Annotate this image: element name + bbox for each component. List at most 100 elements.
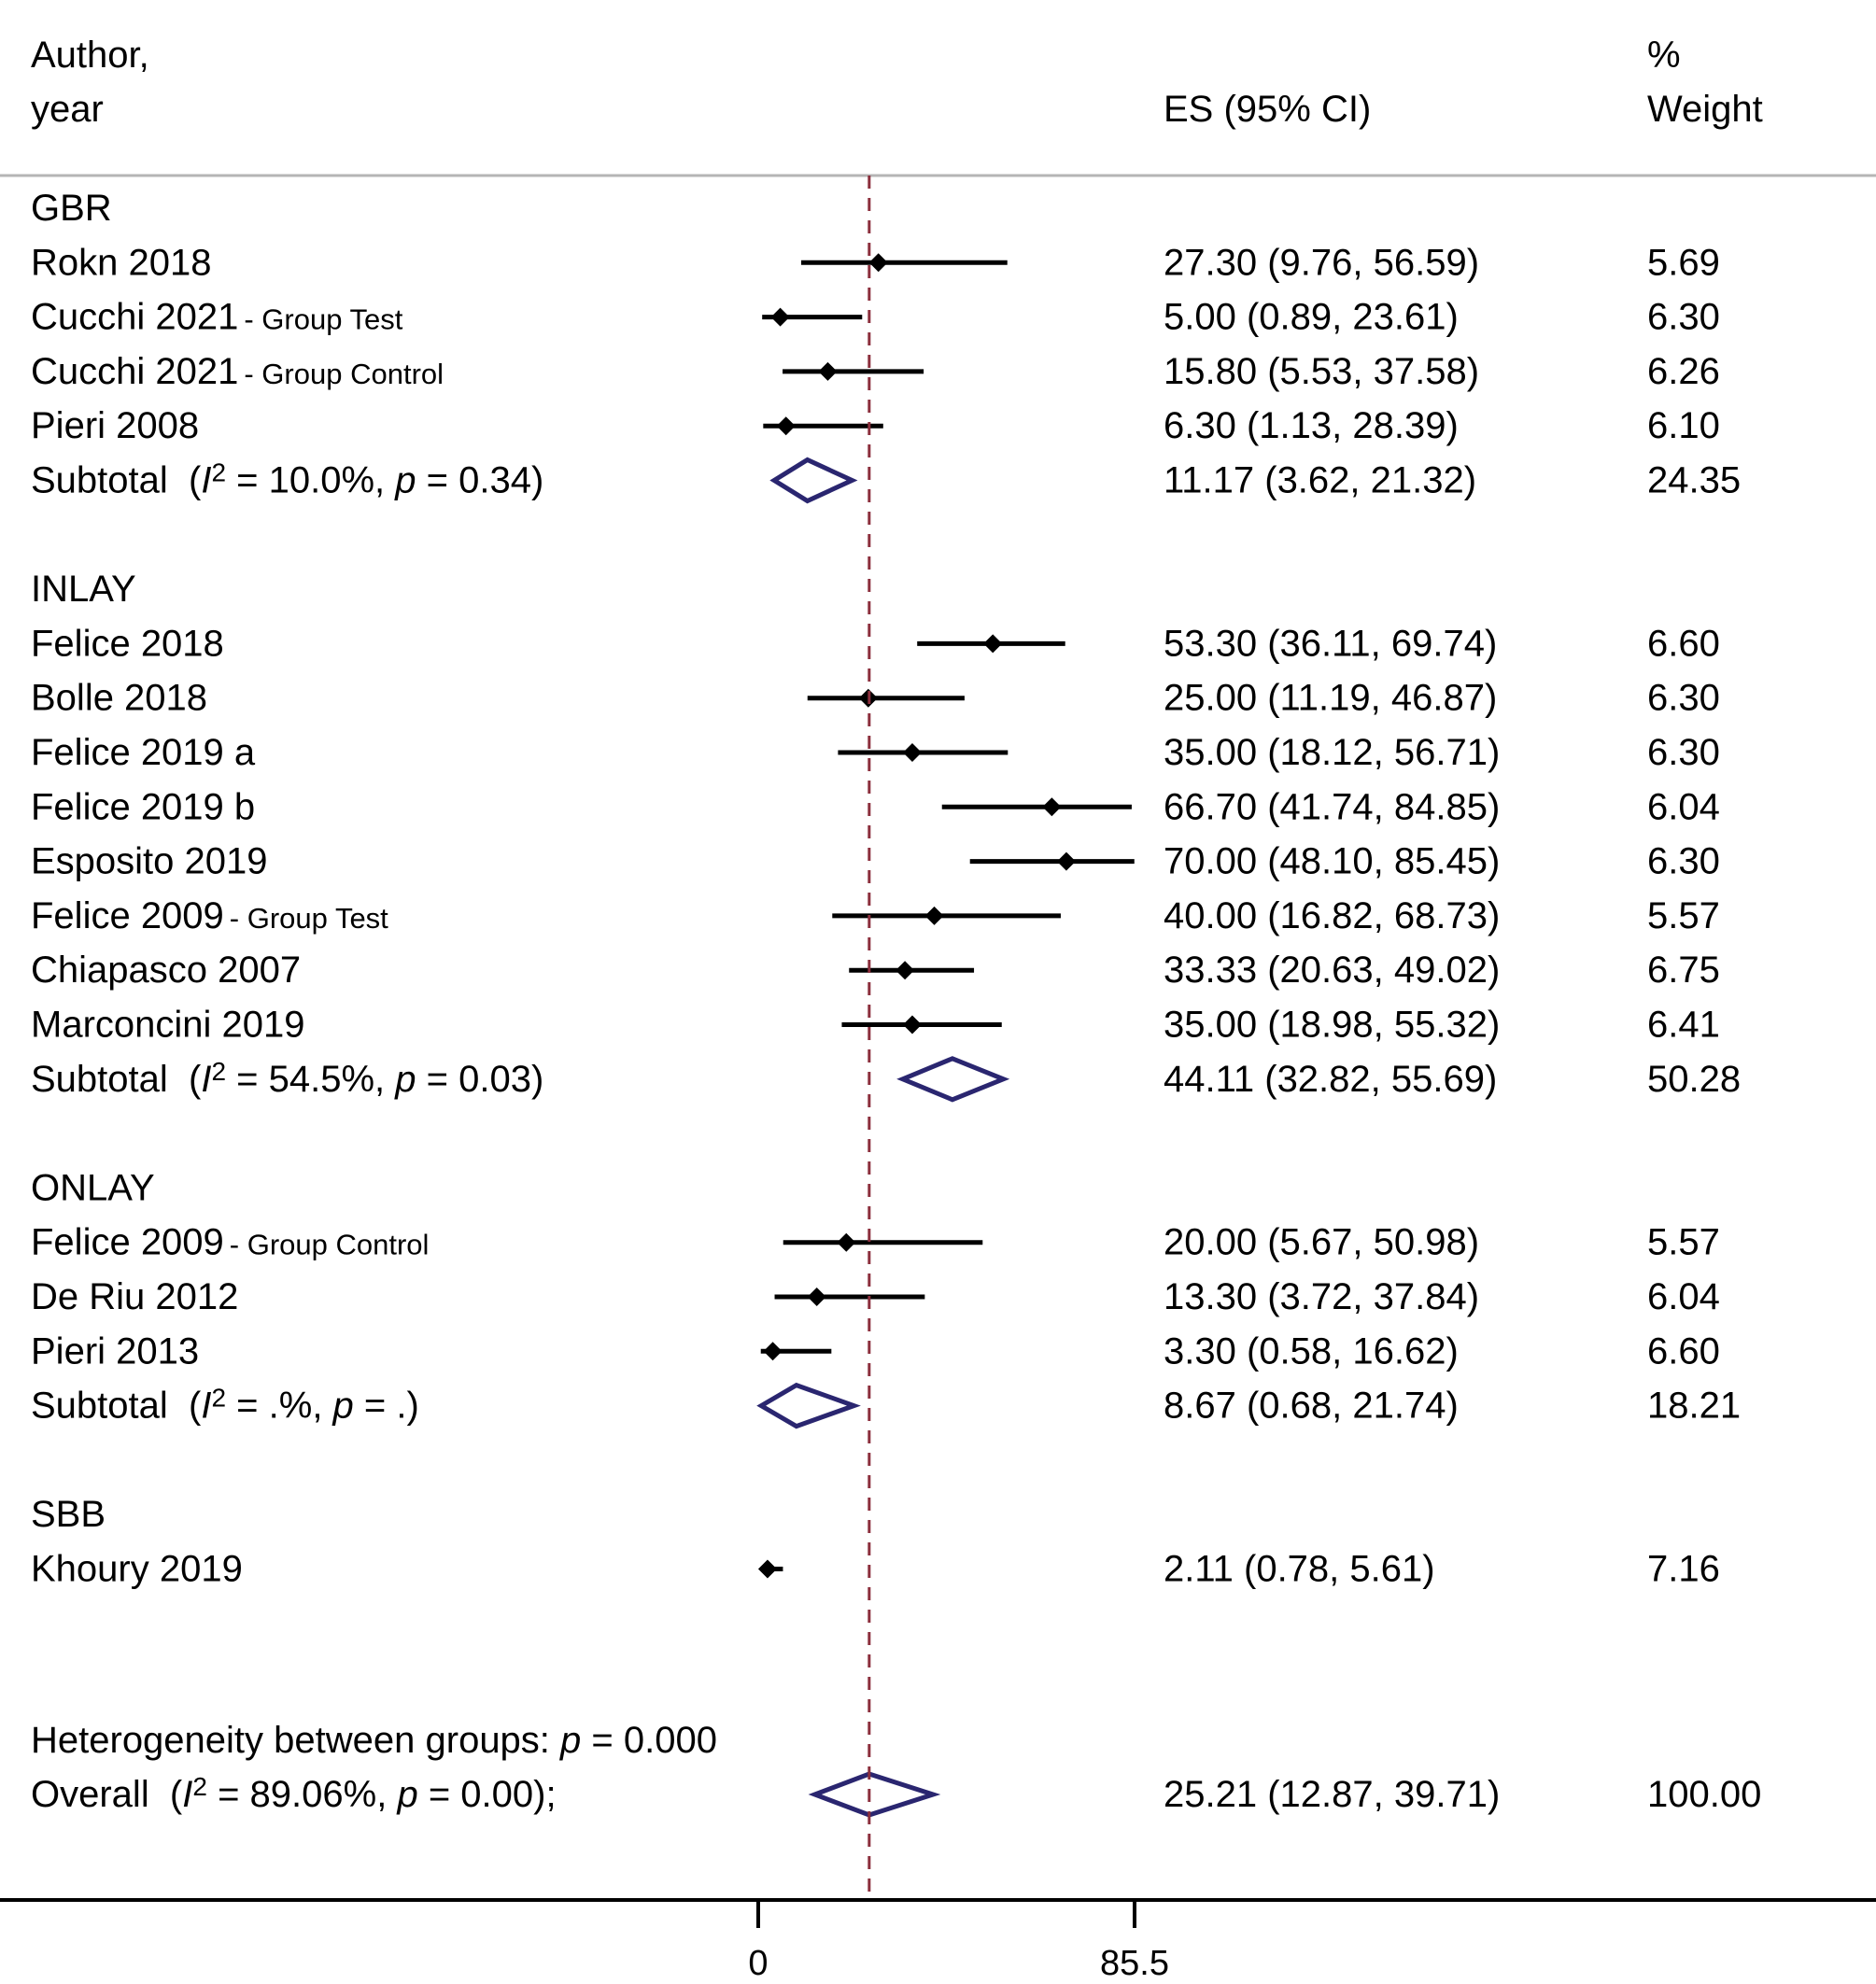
subtotal-weight: 18.21	[1647, 1386, 1741, 1427]
effect-size-ci: 53.30 (36.11, 69.74)	[1164, 623, 1497, 664]
x-tick-label: 0	[748, 1944, 768, 1983]
effect-size-ci: 5.00 (0.89, 23.61)	[1164, 297, 1459, 338]
study-label: Felice 2019 a	[31, 732, 256, 773]
effect-size-ci: 66.70 (41.74, 84.85)	[1164, 786, 1500, 827]
study-label: Rokn 2018	[31, 242, 211, 283]
weight-value: 7.16	[1647, 1549, 1720, 1590]
effect-size-ci: 20.00 (5.67, 50.98)	[1164, 1222, 1479, 1263]
study-author: Felice 2019 a	[31, 732, 256, 773]
point-estimate-marker	[902, 743, 922, 762]
study-label: Esposito 2019	[31, 841, 268, 882]
study-label: Felice 2018	[31, 623, 224, 664]
subtotal-inlay-label: Subtotal	[31, 1059, 168, 1100]
header-weight-line1: %	[1647, 35, 1681, 76]
subtotal-es-ci: 44.11 (32.82, 55.69)	[1164, 1059, 1497, 1100]
study-author: Rokn 2018	[31, 242, 211, 283]
study-author: Khoury 2019	[31, 1549, 243, 1590]
study-author: Pieri 2013	[31, 1330, 199, 1372]
effect-size-ci: 13.30 (3.72, 37.84)	[1164, 1276, 1479, 1317]
heterogeneity-p: 0.000	[624, 1720, 717, 1761]
study-label: Felice 2009- Group Test	[31, 895, 388, 936]
weight-value: 6.75	[1647, 950, 1720, 991]
group-label-onlay: ONLAY	[31, 1167, 155, 1208]
study-label: De Riu 2012	[31, 1276, 238, 1317]
point-estimate-marker	[924, 906, 944, 925]
weight-value: 5.57	[1647, 895, 1720, 936]
subtotal-diamond	[769, 457, 858, 504]
study-author: Felice 2009	[31, 1222, 224, 1263]
study-author: Cucchi 2021	[31, 297, 238, 338]
subtotal-inlay-i2: 54.5%	[269, 1059, 374, 1100]
header-author-line2: year	[31, 89, 104, 130]
point-estimate-marker	[868, 253, 888, 273]
study-label: Felice 2019 b	[31, 786, 255, 827]
study-author: Felice 2019 b	[31, 786, 255, 827]
effect-size-ci: 70.00 (48.10, 85.45)	[1164, 841, 1500, 882]
point-estimate-marker	[757, 1559, 777, 1579]
subtotal-diamond	[756, 1382, 861, 1429]
subtotal-onlay-label: Subtotal	[31, 1386, 168, 1427]
header-author-line1: Author,	[31, 35, 149, 76]
study-author: De Riu 2012	[31, 1276, 238, 1317]
study-note: - Group Control	[230, 1229, 430, 1261]
group-label-inlay: INLAY	[31, 569, 136, 610]
effect-size-ci: 35.00 (18.98, 55.32)	[1164, 1005, 1500, 1046]
subtotal-weight: 50.28	[1647, 1059, 1741, 1100]
weight-value: 6.30	[1647, 678, 1720, 719]
weight-value: 6.30	[1647, 732, 1720, 773]
weight-value: 6.04	[1647, 1276, 1720, 1317]
x-axis-ticks: 0 85.5	[748, 1900, 1169, 1983]
study-note: - Group Test	[230, 902, 388, 935]
weight-value: 6.60	[1647, 623, 1720, 664]
effect-size-ci: 6.30 (1.13, 28.39)	[1164, 405, 1459, 446]
study-label: Bolle 2018	[31, 678, 207, 719]
effect-size-ci: 40.00 (16.82, 68.73)	[1164, 895, 1500, 936]
study-author: Felice 2009	[31, 895, 224, 936]
study-author: Bolle 2018	[31, 678, 207, 719]
header-es-label: ES (95% CI)	[1164, 89, 1371, 130]
study-label: Marconcini 2019	[31, 1005, 305, 1046]
overall-i2: 89.06%	[250, 1774, 377, 1815]
weight-value: 6.04	[1647, 786, 1720, 827]
group-label-gbr: GBR	[31, 188, 112, 229]
effect-size-ci: 3.30 (0.58, 16.62)	[1164, 1330, 1459, 1372]
subtotal-onlay-p: .	[396, 1386, 406, 1427]
study-label: Chiapasco 2007	[31, 950, 301, 991]
subtotal-gbr-i2: 10.0%	[269, 460, 374, 501]
study-author: Esposito 2019	[31, 841, 268, 882]
overall-diamond	[808, 1771, 941, 1818]
effect-size-ci: 27.30 (9.76, 56.59)	[1164, 242, 1479, 283]
point-estimate-marker	[763, 1342, 783, 1361]
weight-value: 6.41	[1647, 1005, 1720, 1046]
x-tick-label: 85.5	[1100, 1944, 1169, 1983]
study-author: Cucchi 2021	[31, 351, 238, 392]
point-estimate-marker	[770, 307, 790, 327]
subtotal-es-ci: 11.17 (3.62, 21.32)	[1164, 460, 1476, 501]
subtotal-gbr-label: Subtotal	[31, 460, 168, 501]
study-author: Felice 2018	[31, 623, 224, 664]
study-note: - Group Test	[244, 303, 402, 336]
point-estimate-marker	[902, 1015, 922, 1034]
heterogeneity-between-groups: Heterogeneity between groups: p = 0.000	[31, 1720, 717, 1761]
study-author: Pieri 2008	[31, 405, 199, 446]
study-label: Pieri 2013	[31, 1330, 199, 1372]
effect-size-ci: 35.00 (18.12, 56.71)	[1164, 732, 1500, 773]
weight-value: 6.10	[1647, 405, 1720, 446]
effect-size-ci: 15.80 (5.53, 37.58)	[1164, 351, 1479, 392]
point-estimate-marker	[807, 1287, 826, 1306]
study-author: Marconcini 2019	[31, 1005, 305, 1046]
subtotal-weight: 24.35	[1647, 460, 1741, 501]
subtotal-onlay-i2: .%	[269, 1386, 313, 1427]
point-estimate-marker	[818, 361, 838, 381]
study-note: - Group Control	[244, 358, 444, 390]
point-estimate-marker	[896, 961, 915, 980]
study-label: Pieri 2008	[31, 405, 199, 446]
subtotal-inlay-p: 0.03	[458, 1059, 531, 1100]
point-estimate-marker	[837, 1232, 856, 1252]
effect-size-ci: 33.33 (20.63, 49.02)	[1164, 950, 1500, 991]
header-weight-line2: Weight	[1647, 89, 1763, 130]
subtotal-inlay: Subtotal (I2 = 54.5%, p = 0.03)	[31, 1057, 543, 1100]
rows-layer: GBR Rokn 2018 27.30 (9.76, 56.59) 5.69 Cucch…	[31, 188, 1761, 1818]
weight-value: 6.30	[1647, 841, 1720, 882]
